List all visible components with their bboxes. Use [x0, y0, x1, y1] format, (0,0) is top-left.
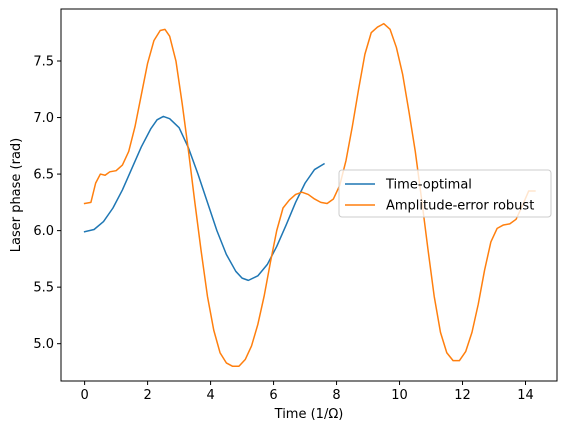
legend-box	[338, 169, 552, 218]
x-tick-label: 6	[269, 388, 277, 403]
series-line-0	[83, 115, 325, 282]
x-axis-label: Time (1/Ω)	[274, 407, 344, 422]
legend: Time-optimal Amplitude-error robust	[338, 169, 552, 218]
x-tick-label: 0	[80, 388, 88, 403]
x-tick-label: 2	[143, 388, 151, 403]
y-tick-label: 7.5	[33, 55, 54, 70]
plot-lines	[83, 22, 536, 368]
y-tick-label: 6.0	[33, 224, 54, 239]
x-axis-ticks: 0 2 4 6 8 10 12 14	[80, 381, 534, 403]
series-line-1	[83, 22, 536, 368]
y-tick-label: 7.0	[33, 111, 54, 126]
x-tick-label: 4	[206, 388, 214, 403]
plot-frame	[60, 8, 558, 382]
y-tick-label: 5.0	[33, 337, 54, 352]
y-tick-label: 6.5	[33, 168, 54, 183]
y-axis-ticks: 5.0 5.5 6.0 6.5 7.0 7.5	[33, 55, 61, 352]
legend-label-amplitude-error-robust: Amplitude-error robust	[386, 199, 534, 214]
y-tick-label: 5.5	[33, 281, 54, 296]
y-axis-label: Laser phase (rad)	[9, 138, 24, 253]
x-tick-label: 12	[454, 388, 471, 403]
x-tick-label: 14	[517, 388, 534, 403]
legend-label-time-optimal: Time-optimal	[385, 178, 472, 193]
x-tick-label: 8	[332, 388, 340, 403]
x-tick-label: 10	[391, 388, 408, 403]
